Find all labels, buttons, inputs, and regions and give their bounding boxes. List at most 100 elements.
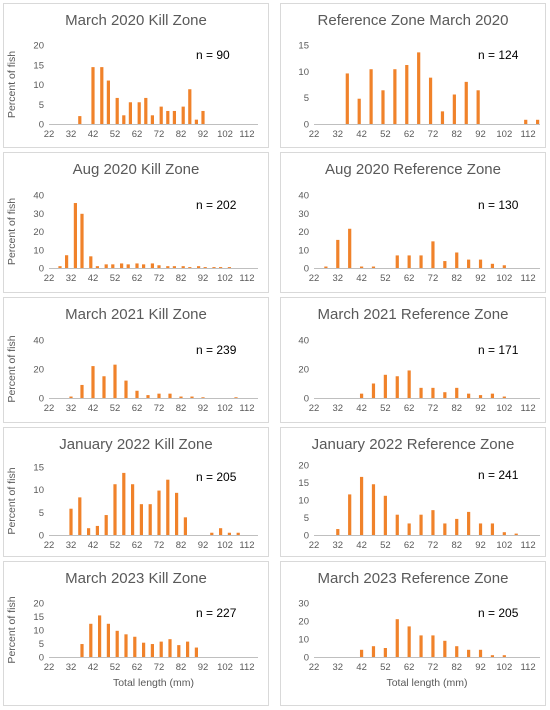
y-tick-label: 0 [39, 120, 44, 131]
panel-march-2021-reference-zone: March 2021 Reference Zone 0 20 40 22 32 42 52 62… [280, 297, 546, 423]
chart-title: March 2023 Kill Zone [65, 570, 207, 587]
histogram-bar [219, 267, 223, 268]
x-tick-label: 52 [380, 662, 391, 673]
histogram-bar [395, 619, 399, 657]
histogram-bar [428, 77, 433, 124]
panel-frame [3, 561, 269, 706]
histogram-bar [190, 396, 194, 398]
x-tick-label: 42 [356, 403, 367, 414]
histogram-bar [443, 523, 447, 535]
x-tick-label: 22 [44, 129, 55, 140]
histogram-bar [139, 504, 143, 535]
histogram-bar [467, 259, 471, 268]
histogram-bar [490, 523, 495, 535]
x-tick-label: 82 [176, 403, 187, 414]
y-tick-label: 20 [33, 227, 44, 238]
x-tick-label: 52 [380, 273, 391, 284]
y-tick-label: 10 [33, 245, 44, 256]
x-tick-label: 62 [132, 540, 143, 551]
histogram-bar [104, 515, 108, 535]
histogram-bar [150, 263, 154, 268]
histogram-bar [120, 263, 124, 268]
x-tick-label: 92 [198, 273, 209, 284]
histogram-bar [91, 67, 95, 124]
x-tick-label: 92 [198, 129, 209, 140]
histogram-bar [188, 89, 192, 124]
histogram-bar [157, 490, 161, 535]
x-tick-label: 62 [132, 403, 143, 414]
x-tick-label: 22 [309, 129, 320, 140]
panel-march-2023-kill-zone: March 2023 Kill Zone 0 5 10 15 20 22 32 42 52 62 72… [3, 561, 269, 706]
x-tick-label: 82 [176, 540, 187, 551]
y-tick-label: 20 [298, 461, 309, 472]
histogram-bar [478, 523, 483, 535]
x-tick-label: 22 [44, 273, 55, 284]
y-tick-label: 0 [39, 531, 44, 542]
y-tick-label: 30 [298, 209, 309, 220]
histogram-bar [227, 267, 231, 268]
histogram-bar [131, 484, 135, 535]
histogram-bar [227, 532, 231, 535]
x-tick-label: 102 [496, 403, 512, 414]
x-tick-label: 52 [110, 540, 121, 551]
histogram-bar [179, 396, 183, 398]
histogram-bar [395, 255, 399, 268]
sample-size-label: n = 90 [196, 48, 230, 62]
x-tick-label: 72 [428, 540, 439, 551]
x-tick-label: 112 [239, 403, 254, 414]
histogram-bar [467, 511, 471, 535]
histogram-bar [194, 119, 198, 124]
x-tick-label: 22 [44, 662, 55, 673]
x-tick-label: 92 [198, 403, 209, 414]
histogram-bar [455, 646, 459, 657]
x-tick-label: 82 [451, 540, 462, 551]
histogram-bar [371, 646, 376, 657]
histogram-bar [142, 642, 146, 657]
x-tick-label: 72 [428, 403, 439, 414]
x-tick-label: 82 [451, 662, 462, 673]
histogram-bar [122, 115, 126, 124]
y-tick-label: 40 [298, 336, 309, 347]
x-tick-label: 62 [404, 403, 415, 414]
histogram-bar [490, 263, 495, 268]
x-tick-label: 112 [239, 129, 254, 140]
x-tick-label: 42 [356, 662, 367, 673]
histogram-bar [166, 110, 170, 124]
histogram-bar [95, 525, 99, 535]
x-tick-label: 82 [176, 273, 187, 284]
histogram-bar [455, 387, 459, 398]
histogram-bar [172, 266, 176, 268]
histogram-bar [104, 264, 108, 268]
histogram-bar [236, 532, 240, 535]
x-tick-label: 72 [154, 129, 165, 140]
histogram-bar [514, 533, 518, 535]
histogram-bar [78, 116, 82, 124]
x-tick-label: 62 [404, 662, 415, 673]
y-tick-label: 0 [304, 120, 309, 131]
panel-january-2022-kill-zone: January 2022 Kill Zone 0 5 10 15 22 32 42 52 62 72… [3, 427, 269, 557]
x-tick-label: 112 [239, 273, 254, 284]
sample-size-label: n = 239 [196, 343, 237, 357]
histogram-bar [443, 640, 447, 657]
histogram-bar [133, 636, 137, 657]
panel-frame [280, 561, 546, 706]
x-tick-label: 72 [154, 273, 165, 284]
x-tick-label: 22 [309, 662, 320, 673]
x-tick-label: 22 [309, 403, 320, 414]
x-tick-label: 42 [356, 540, 367, 551]
histogram-bar [58, 266, 62, 268]
x-tick-label: 42 [88, 403, 99, 414]
chart-title: March 2021 Reference Zone [318, 306, 509, 323]
histogram-bar [407, 523, 411, 535]
y-tick-label: 40 [33, 336, 44, 347]
histogram-bar [124, 380, 128, 398]
x-tick-label: 112 [239, 662, 254, 673]
x-tick-label: 112 [521, 540, 536, 551]
y-tick-label: 10 [298, 245, 309, 256]
histogram-bar [150, 115, 154, 124]
x-tick-label: 92 [475, 403, 486, 414]
x-tick-label: 32 [333, 403, 344, 414]
histogram-bar [159, 106, 163, 124]
x-tick-label: 102 [217, 129, 233, 140]
